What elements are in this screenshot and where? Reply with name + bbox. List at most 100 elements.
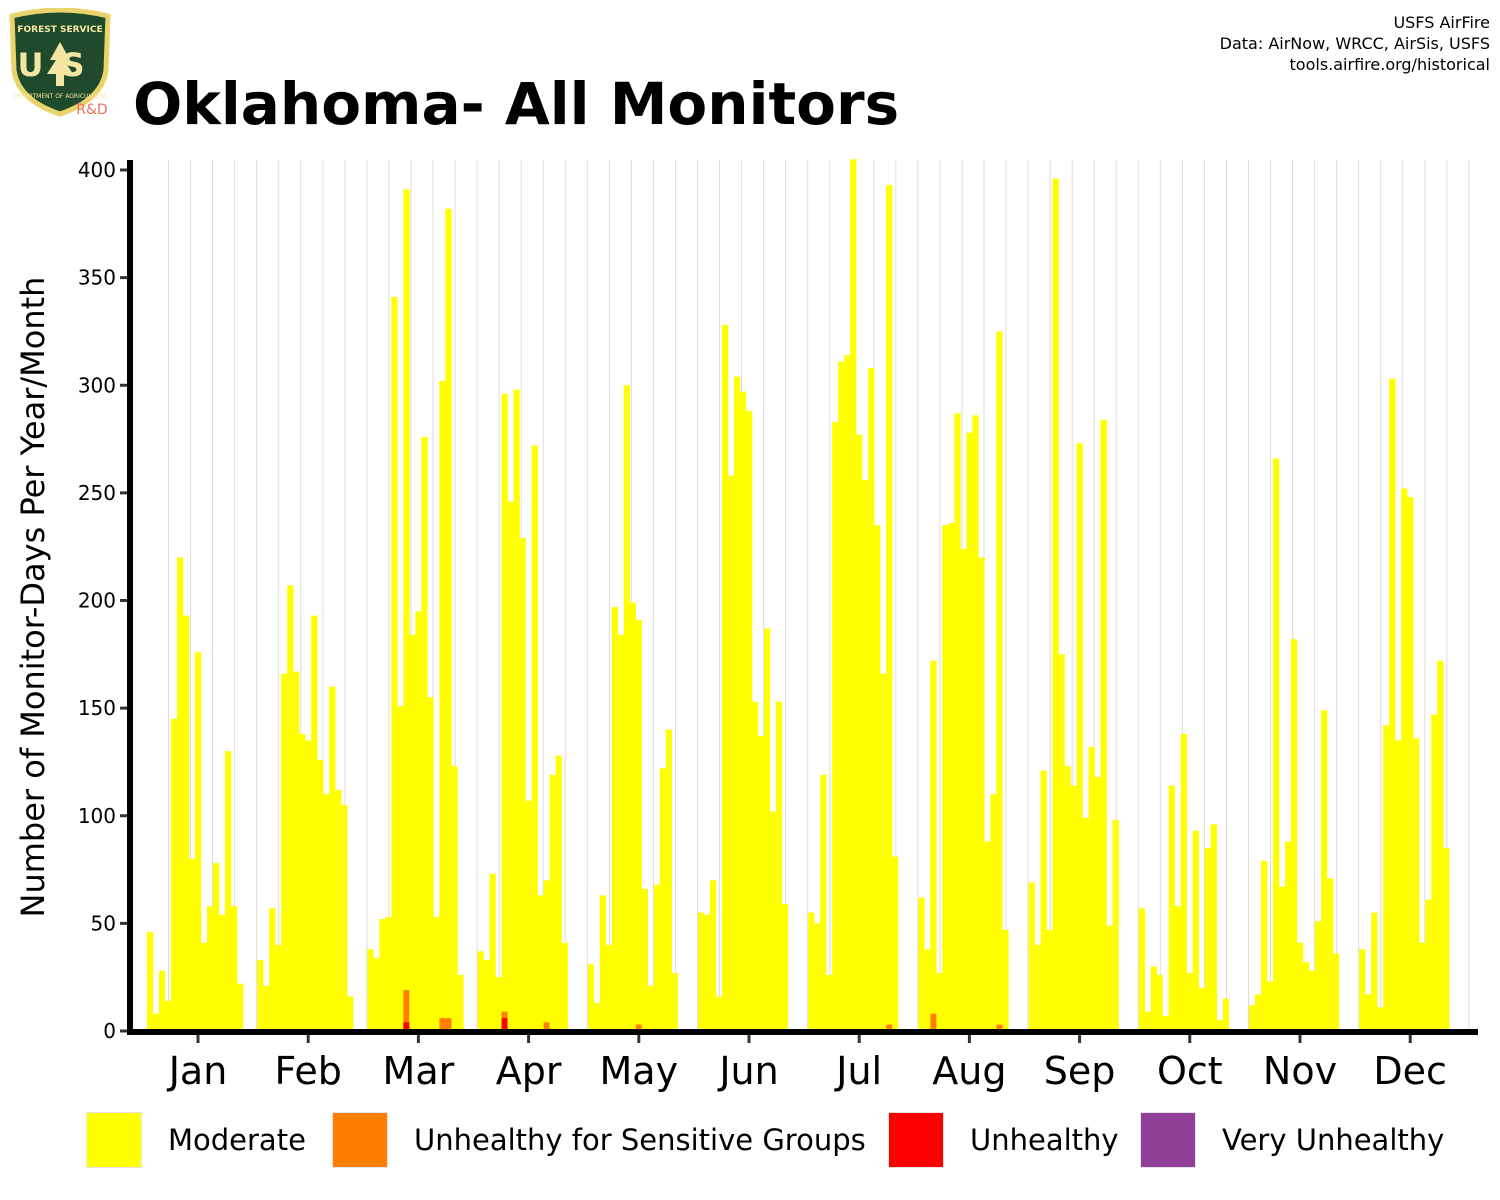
bar-moderate-jun-13 <box>776 701 783 1031</box>
bar-moderate-apr-4 <box>501 393 508 1031</box>
bar-moderate-jul-6 <box>844 355 851 1031</box>
bar-moderate-feb-0 <box>257 959 264 1031</box>
bar-moderate-may-10 <box>647 985 654 1031</box>
bar-usg-apr-11 <box>543 1022 550 1031</box>
bar-moderate-aug-14 <box>1002 929 1009 1031</box>
bar-moderate-mar-6 <box>403 189 410 1031</box>
bar-moderate-jul-10 <box>868 368 875 1031</box>
x-tick-label-jan: Jan <box>167 1049 228 1093</box>
y-tick-label-300: 300 <box>78 373 116 397</box>
x-tick-label-oct: Oct <box>1157 1049 1223 1093</box>
x-tick-label-may: May <box>600 1049 679 1093</box>
bar-moderate-dec-10 <box>1419 942 1426 1031</box>
bar-moderate-mar-3 <box>385 916 392 1031</box>
x-tick-label-aug: Aug <box>932 1049 1006 1093</box>
bar-moderate-jan-12 <box>219 914 226 1031</box>
bar-moderate-nov-3 <box>1267 981 1274 1031</box>
bar-moderate-apr-2 <box>489 873 496 1031</box>
bar-moderate-jul-9 <box>862 479 869 1032</box>
bar-moderate-jan-13 <box>225 751 232 1031</box>
legend-swatch-unhealthy <box>888 1112 944 1168</box>
bar-moderate-aug-6 <box>954 413 961 1031</box>
bar-moderate-dec-4 <box>1383 725 1390 1031</box>
bar-moderate-may-11 <box>653 884 660 1031</box>
bar-moderate-oct-1 <box>1144 1011 1151 1031</box>
bar-moderate-jul-12 <box>880 673 887 1031</box>
bar-moderate-sep-1 <box>1034 944 1041 1031</box>
bar-moderate-mar-12 <box>439 380 446 1031</box>
bar-moderate-may-3 <box>605 944 612 1031</box>
bar-moderate-feb-2 <box>269 908 276 1031</box>
bar-moderate-oct-6 <box>1174 906 1181 1031</box>
bar-moderate-nov-5 <box>1279 886 1286 1031</box>
bar-moderate-aug-9 <box>972 415 979 1031</box>
x-tick-label-mar: Mar <box>383 1049 455 1093</box>
bar-moderate-aug-12 <box>990 794 997 1031</box>
bar-moderate-feb-5 <box>287 585 294 1031</box>
logo-top-text: FOREST SERVICE <box>17 25 102 35</box>
bar-moderate-feb-1 <box>263 985 270 1031</box>
x-tick-label-jun: Jun <box>717 1049 778 1093</box>
bar-moderate-nov-13 <box>1327 878 1334 1031</box>
bar-moderate-oct-3 <box>1156 975 1163 1031</box>
bar-usg-mar-12 <box>439 1018 446 1031</box>
y-tick-label-250: 250 <box>78 481 116 505</box>
bar-moderate-jan-1 <box>153 1013 160 1031</box>
bars <box>147 159 1450 1032</box>
bar-moderate-sep-9 <box>1082 817 1089 1031</box>
bar-moderate-apr-3 <box>495 977 502 1031</box>
legend-swatch-very-unhealthy <box>1140 1112 1196 1168</box>
bar-moderate-oct-11 <box>1204 848 1211 1031</box>
bar-moderate-jul-2 <box>820 774 827 1031</box>
bar-moderate-oct-13 <box>1216 1020 1223 1031</box>
x-tick-label-feb: Feb <box>275 1049 342 1093</box>
legend-label-usg: Unhealthy for Sensitive Groups <box>414 1123 866 1157</box>
bar-moderate-dec-3 <box>1377 1007 1384 1031</box>
bar-moderate-mar-4 <box>391 296 398 1031</box>
page-title: Oklahoma- All Monitors <box>133 70 900 138</box>
bar-moderate-mar-5 <box>397 705 404 1031</box>
bar-moderate-jan-14 <box>231 906 238 1031</box>
bar-moderate-mar-10 <box>427 697 434 1031</box>
y-tick-label-350: 350 <box>78 266 116 290</box>
bar-moderate-jan-0 <box>147 931 154 1031</box>
bar-moderate-oct-10 <box>1198 987 1205 1031</box>
bar-moderate-aug-3 <box>936 972 943 1031</box>
bar-moderate-apr-11 <box>543 880 550 1031</box>
bar-moderate-jun-12 <box>770 811 777 1031</box>
bar-moderate-sep-0 <box>1028 882 1035 1031</box>
bar-moderate-mar-15 <box>457 975 464 1031</box>
bar-moderate-jul-7 <box>850 159 857 1032</box>
bar-moderate-may-5 <box>617 634 624 1031</box>
bar-moderate-oct-4 <box>1162 1015 1169 1031</box>
bar-moderate-oct-7 <box>1180 733 1187 1031</box>
bar-moderate-aug-13 <box>996 331 1003 1031</box>
bar-moderate-may-4 <box>611 606 618 1031</box>
bar-moderate-aug-5 <box>948 523 955 1031</box>
bar-moderate-may-0 <box>587 964 594 1031</box>
bar-moderate-jul-11 <box>874 525 881 1031</box>
bar-moderate-may-12 <box>659 768 666 1031</box>
bar-moderate-dec-9 <box>1413 738 1420 1031</box>
bar-usg-aug-13 <box>996 1024 1003 1031</box>
legend-swatch-moderate <box>86 1112 142 1168</box>
bar-moderate-oct-8 <box>1186 972 1193 1031</box>
x-tick-label-jul: Jul <box>834 1049 882 1093</box>
bar-moderate-jul-4 <box>832 421 839 1031</box>
bar-moderate-apr-12 <box>549 774 556 1031</box>
bar-moderate-apr-7 <box>519 538 526 1031</box>
bar-moderate-may-9 <box>641 888 648 1031</box>
bar-moderate-nov-12 <box>1321 710 1328 1031</box>
bar-moderate-may-6 <box>623 385 630 1031</box>
bar-moderate-sep-5 <box>1058 654 1065 1031</box>
bar-moderate-dec-7 <box>1401 488 1408 1031</box>
bar-moderate-nov-11 <box>1315 921 1322 1031</box>
bar-moderate-jan-9 <box>201 942 208 1031</box>
tree-icon <box>47 42 73 86</box>
bar-moderate-aug-10 <box>978 557 985 1031</box>
bar-moderate-nov-0 <box>1249 1005 1256 1031</box>
bar-moderate-jul-0 <box>808 912 815 1031</box>
bar-usg-mar-6 <box>403 990 410 1031</box>
bar-moderate-apr-8 <box>525 800 532 1031</box>
forest-service-logo: FOREST SERVICE US DEPARTMENT OF AGRICULT… <box>6 7 114 118</box>
